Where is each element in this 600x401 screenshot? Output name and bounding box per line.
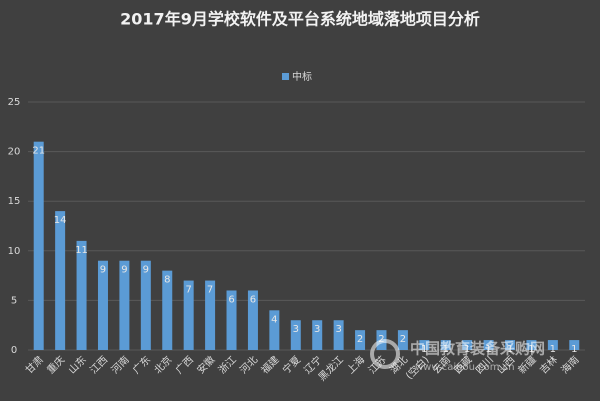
value-label: 1 bbox=[507, 344, 513, 355]
bar bbox=[140, 260, 151, 350]
y-tick-label: 25 bbox=[8, 97, 21, 108]
watermark-logo bbox=[370, 339, 400, 369]
x-tick-label: 宁夏 bbox=[280, 353, 303, 376]
value-label: 9 bbox=[100, 265, 106, 276]
x-tick-label: 黑龙江 bbox=[315, 353, 345, 383]
x-tick-label: 上海 bbox=[344, 353, 367, 376]
bar bbox=[76, 240, 87, 350]
x-tick-label: 浙江 bbox=[216, 354, 239, 377]
x-tick-label: 河南 bbox=[108, 353, 131, 376]
x-tick-label: 广东 bbox=[130, 353, 153, 376]
value-label: 1 bbox=[550, 344, 556, 355]
value-label: 7 bbox=[207, 285, 213, 296]
bar bbox=[269, 310, 280, 350]
value-label: 6 bbox=[250, 294, 256, 305]
bar bbox=[247, 290, 258, 350]
value-label: 1 bbox=[464, 344, 470, 355]
bar bbox=[462, 340, 473, 350]
watermark-url: www.caigou.com.cn bbox=[415, 362, 515, 373]
bar bbox=[97, 260, 108, 350]
bar bbox=[119, 260, 130, 350]
value-label: 2 bbox=[400, 334, 406, 345]
value-label: 9 bbox=[121, 265, 127, 276]
x-tick-label: 福建 bbox=[258, 353, 281, 376]
value-label: 1 bbox=[485, 344, 491, 355]
x-tick-label: 重庆 bbox=[44, 353, 67, 376]
chart-title: 2017年9月学校软件及平台系统地域落地项目分析 bbox=[120, 10, 480, 29]
x-tick-label: 河北 bbox=[238, 354, 261, 377]
value-label: 6 bbox=[228, 294, 234, 305]
bar bbox=[226, 290, 237, 350]
value-label: 7 bbox=[185, 285, 191, 296]
x-tick-label: 山东 bbox=[65, 353, 88, 376]
value-label: 11 bbox=[75, 245, 88, 256]
value-label: 1 bbox=[528, 344, 534, 355]
value-label: 4 bbox=[271, 314, 277, 325]
value-label: 1 bbox=[571, 344, 577, 355]
bar bbox=[397, 330, 408, 350]
bar bbox=[419, 340, 430, 350]
value-label: 1 bbox=[443, 344, 449, 355]
legend-swatch bbox=[282, 73, 289, 80]
value-label: 3 bbox=[314, 324, 320, 335]
x-tick-label: 北京 bbox=[151, 353, 174, 376]
bar bbox=[183, 280, 194, 350]
value-label: 14 bbox=[54, 215, 67, 226]
bar bbox=[205, 280, 216, 350]
x-tick-label: 江西 bbox=[88, 354, 111, 377]
y-tick-label: 10 bbox=[8, 246, 21, 257]
y-tick-label: 15 bbox=[8, 196, 21, 207]
y-tick-label: 5 bbox=[11, 295, 17, 306]
x-tick-label: 海南 bbox=[558, 353, 581, 376]
bar bbox=[483, 340, 494, 350]
value-label: 21 bbox=[32, 146, 45, 157]
x-tick-label: 甘肃 bbox=[23, 353, 46, 376]
legend-label: 中标 bbox=[292, 70, 312, 83]
bar bbox=[33, 141, 44, 350]
bar bbox=[526, 340, 537, 350]
watermark: 中国教育装备采购网 bbox=[410, 340, 545, 358]
bar bbox=[569, 340, 580, 350]
x-tick-label: 广西 bbox=[173, 354, 196, 377]
bar bbox=[505, 340, 516, 350]
bar bbox=[547, 340, 558, 350]
bar bbox=[355, 330, 366, 350]
value-label: 8 bbox=[164, 275, 170, 286]
y-tick-label: 20 bbox=[8, 147, 21, 158]
value-label: 3 bbox=[335, 324, 341, 335]
bar bbox=[55, 211, 66, 350]
bar bbox=[312, 320, 323, 350]
value-label: 3 bbox=[293, 324, 299, 335]
bar bbox=[440, 340, 451, 350]
y-tick-label: 0 bbox=[11, 345, 17, 356]
bar bbox=[290, 320, 301, 350]
bar bbox=[162, 270, 173, 350]
value-label: 2 bbox=[357, 334, 363, 345]
x-tick-label: 安徽 bbox=[194, 353, 217, 376]
value-label: 9 bbox=[143, 265, 149, 276]
bar bbox=[333, 320, 344, 350]
value-label: 1 bbox=[421, 344, 427, 355]
